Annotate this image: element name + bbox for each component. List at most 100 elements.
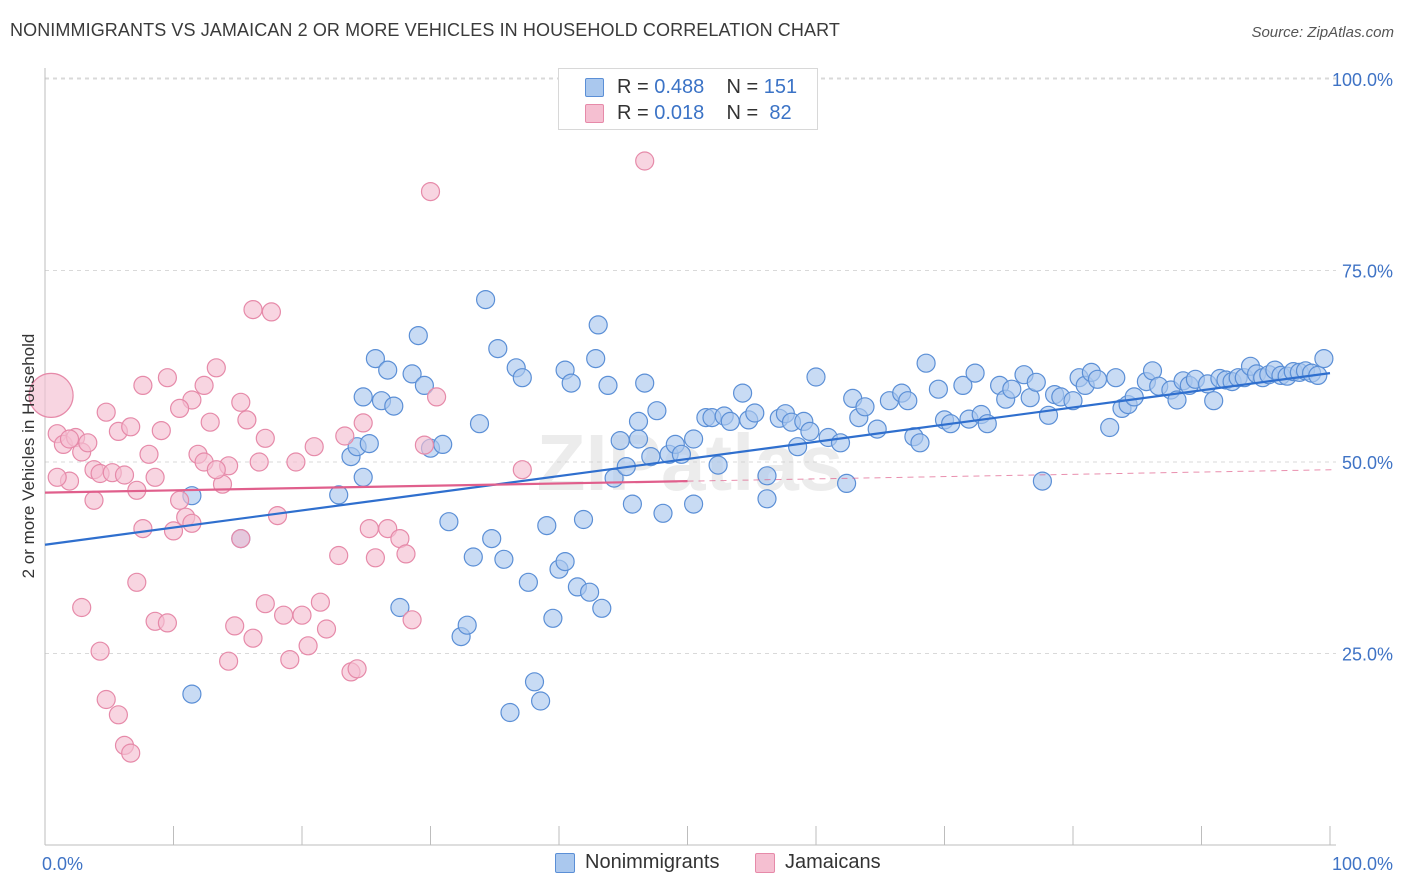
jamaican-point [396,544,416,564]
nonimmigrant-point [482,528,502,549]
nonimmigrant-point [1167,390,1187,410]
jamaican-point [206,358,226,378]
jamaican-point [139,444,159,464]
jamaican-point [121,743,141,763]
nonimmigrant-point [579,582,600,602]
legend-swatch-pink [755,853,775,873]
nonimmigrant-point [745,403,765,423]
jamaican-point [635,151,655,171]
jamaican-point [280,649,300,670]
nonimmigrant-point [433,434,453,454]
jamaican-point [231,392,251,412]
jamaican-point [108,705,129,725]
nonimmigrant-point [806,367,826,387]
nonimmigrant-point [408,326,428,346]
nonimmigrant-point [622,494,643,514]
nonimmigrant-point [610,431,630,451]
nonimmigrant-point [543,608,563,628]
nonimmigrant-point [592,598,612,618]
nonimmigrant-point [757,489,777,509]
nonimmigrant-point [353,387,373,407]
nonimmigrant-point [512,368,532,388]
jamaican-point [310,592,330,612]
nonimmigrant-point [384,396,404,416]
nonimmigrant-point [708,455,728,475]
nonimmigrant-point [953,375,973,395]
y-tick-label: 100.0% [1332,70,1393,90]
jamaican-point [200,412,220,432]
nonimmigrant-point [732,383,753,403]
n-value: 151 [763,76,798,98]
legend-label: Nonimmigrants [585,851,720,873]
nonimmigrant-point [598,375,618,395]
y-axis-label: 2 or more Vehicles in Household [19,334,38,579]
nonimmigrant-point [476,290,496,310]
nonimmigrant-point [439,512,459,532]
nonimmigrant-point [402,364,422,384]
jamaican-point [359,518,379,539]
nonimmigrant-point [588,315,608,335]
jamaican-point [47,467,67,487]
nonimmigrant-point [353,467,373,487]
legend-text: R = 0.018 N = 82 [617,102,792,125]
legend-label: Jamaicans [785,851,881,873]
r-label: R = [617,102,649,124]
jamaican-point [194,375,214,395]
nonimmigrant-point [1026,372,1046,392]
trend-line-jamaicans-extension [687,469,1337,482]
nonimmigrant-point [1063,391,1083,411]
nonimmigrant-point [910,433,930,453]
r-label: R = [617,76,649,98]
nonimmigrant-point [457,615,477,635]
jamaican-point [127,572,147,592]
nonimmigrant-point [1100,417,1120,438]
r-value: 0.488 [654,76,705,98]
chart-source: Source: ZipAtlas.com [1251,24,1394,41]
legend-swatch-blue [585,78,604,97]
nonimmigrant-point [653,503,673,523]
jamaican-point [255,594,275,614]
grid-layer [45,77,1336,654]
jamaican-point [96,402,116,422]
jamaican-point [59,429,80,449]
nonimmigrant-point [524,672,545,692]
jamaican-point [28,372,74,418]
nonimmigrant-point [1106,368,1126,388]
jamaican-point [427,387,447,407]
trend-line-jamaicans [44,480,688,494]
trend-line-nonimmigrants [44,372,1331,546]
jamaican-point [231,528,251,549]
axis-layer: 25.0% 50.0% 75.0% 100.0% 0.0% 100.0% [42,68,1393,874]
nonimmigrant-point [1124,387,1144,407]
jamaican-point [274,605,294,625]
nonimmigrant-point [1204,391,1224,411]
nonimmigrant-point [573,509,594,530]
nonimmigrant-point [830,433,851,453]
jamaican-point [335,426,355,446]
y-tick-label: 75.0% [1342,262,1393,282]
jamaican-point [243,628,263,648]
nonimmigrant-point [463,547,483,567]
nonimmigrant-point [1087,369,1108,389]
nonimmigrant-point [359,434,379,454]
nonimmigrant-point [390,597,410,618]
n-value: 82 [763,102,792,124]
nonimmigrant-point [1002,379,1022,399]
nonimmigrant-point [530,691,551,711]
nonimmigrant-point [898,391,918,411]
chart-title: NONIMMIGRANTS VS JAMAICAN 2 OR MORE VEHI… [10,20,840,40]
nonimmigrant-point [757,466,777,486]
nonimmigrant-point [855,397,875,417]
nonimmigrant-point [414,375,434,395]
points-layer [28,151,1334,763]
jamaican-point [249,452,269,472]
nonimmigrant-point [488,339,508,359]
jamaican-point [365,548,385,568]
jamaican-point [261,302,281,322]
jamaican-point [121,417,141,437]
nonimmigrant-point [537,515,557,536]
nonimmigrant-point [329,485,349,505]
jamaican-point [72,597,92,618]
nonimmigrant-point [836,473,857,493]
r-value: 0.018 [654,102,705,124]
